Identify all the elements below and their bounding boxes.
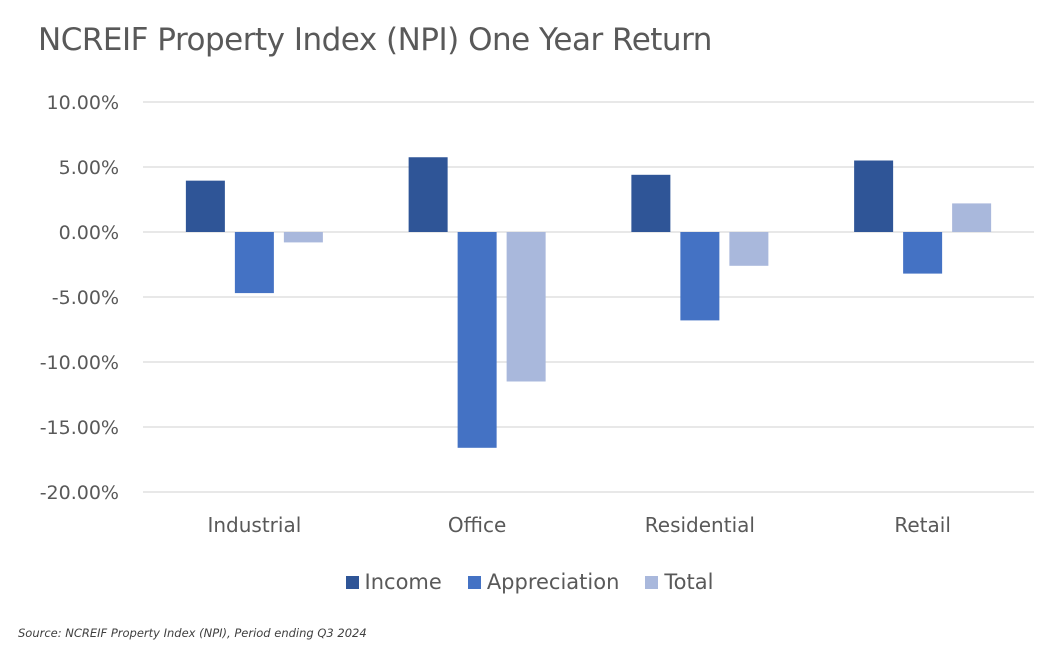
legend-swatch-income [345,575,359,589]
y-tick-label: 10.00% [47,92,119,114]
legend-label-income: Income [364,570,442,594]
x-tick-label: Office [448,513,506,537]
bar-appreciation-retail [903,232,943,274]
bar-income-office [408,157,448,232]
bar-chart: 10.00% 5.00% 0.00% -5.00% -10.00% -15.00% -20.… [40,92,1034,537]
x-tick-label: Industrial [207,513,301,537]
legend-label-appreciation: Appreciation [486,570,620,594]
legend-item-appreciation: Appreciation [467,570,620,594]
y-tick-label: -15.00% [40,417,119,439]
x-tick-label: Residential [645,513,755,537]
bar-appreciation-office [457,232,497,448]
legend-item-income: Income [345,570,442,594]
chart-title: NCREIF Property Index (NPI) One Year Ret… [38,22,712,58]
legend-label-total: Total [664,570,714,594]
bar-total-retail [952,203,992,232]
y-tick-label: -5.00% [52,287,119,309]
y-tick-label: 5.00% [59,157,119,179]
bar-income-industrial [185,180,225,232]
bar-income-residential [631,174,671,232]
bar-appreciation-industrial [234,232,274,294]
y-tick-label: -10.00% [40,352,119,374]
bar-total-industrial [283,232,323,243]
y-tick-label: -20.00% [40,482,119,504]
y-tick-label: 0.00% [59,222,119,244]
legend-item-total: Total [645,570,713,594]
legend-swatch-appreciation [467,575,481,589]
bar-appreciation-residential [680,232,720,321]
legend-swatch-total [645,575,659,589]
bar-income-retail [854,160,894,232]
source-note: Source: NCREIF Property Index (NPI), Per… [18,626,367,640]
x-tick-label: Retail [894,513,951,537]
bar-total-residential [729,232,769,266]
legend: Income Appreciation Total [0,570,1059,594]
bar-total-office [506,232,546,382]
